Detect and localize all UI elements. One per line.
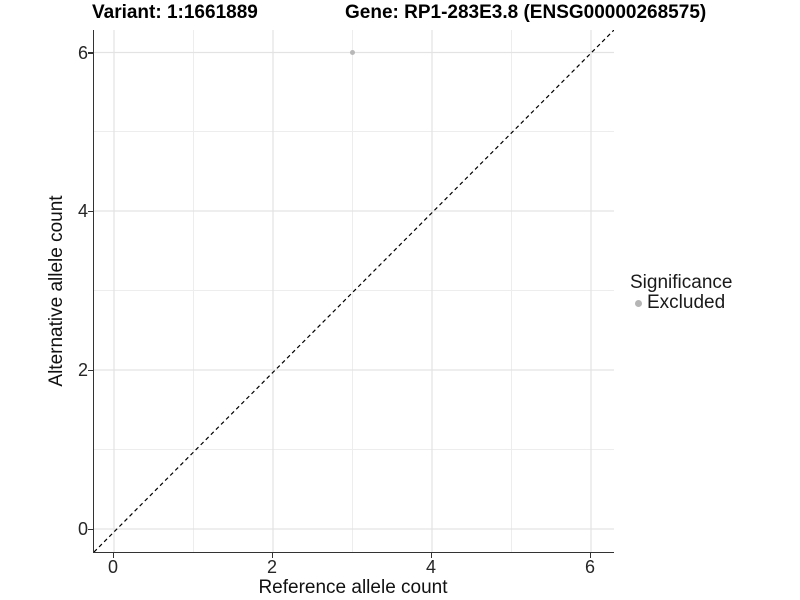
y-axis-title: Alternative allele count [46, 195, 67, 387]
x-tick-label-2: 2 [266, 557, 277, 577]
gene-title: Gene: RP1-283E3.8 (ENSG00000268575) [345, 2, 707, 23]
plot-canvas [94, 30, 614, 552]
x-tick-2 [271, 553, 273, 558]
y-tick-label-2: 2 [77, 360, 88, 380]
x-tick-4 [430, 553, 432, 558]
y-tick-label-0: 0 [77, 519, 88, 539]
legend-entry-label: Excluded [647, 292, 726, 313]
y-tick-0 [88, 528, 93, 530]
y-tick-2 [88, 369, 93, 371]
x-tick-label-0: 0 [107, 557, 118, 577]
x-axis-title: Reference allele count [258, 577, 448, 598]
legend-title: Significance [630, 272, 733, 293]
y-tick-6 [88, 52, 93, 54]
variant-title: Variant: 1:1661889 [92, 2, 258, 23]
x-tick-6 [589, 553, 591, 558]
y-tick-label-6: 6 [77, 43, 88, 63]
plot-panel [93, 30, 614, 553]
grid-major-vertical [113, 30, 592, 552]
y-tick-label-4: 4 [77, 201, 88, 221]
excluded-marker-icon [635, 299, 642, 307]
y-tick-4 [88, 210, 93, 212]
identity-reference-line [94, 30, 614, 552]
x-tick-label-4: 4 [425, 557, 436, 577]
data-point-excluded[interactable] [350, 50, 355, 55]
x-tick-label-6: 6 [584, 557, 595, 577]
legend-entry-excluded[interactable]: Excluded [635, 293, 725, 313]
x-tick-0 [112, 553, 114, 558]
